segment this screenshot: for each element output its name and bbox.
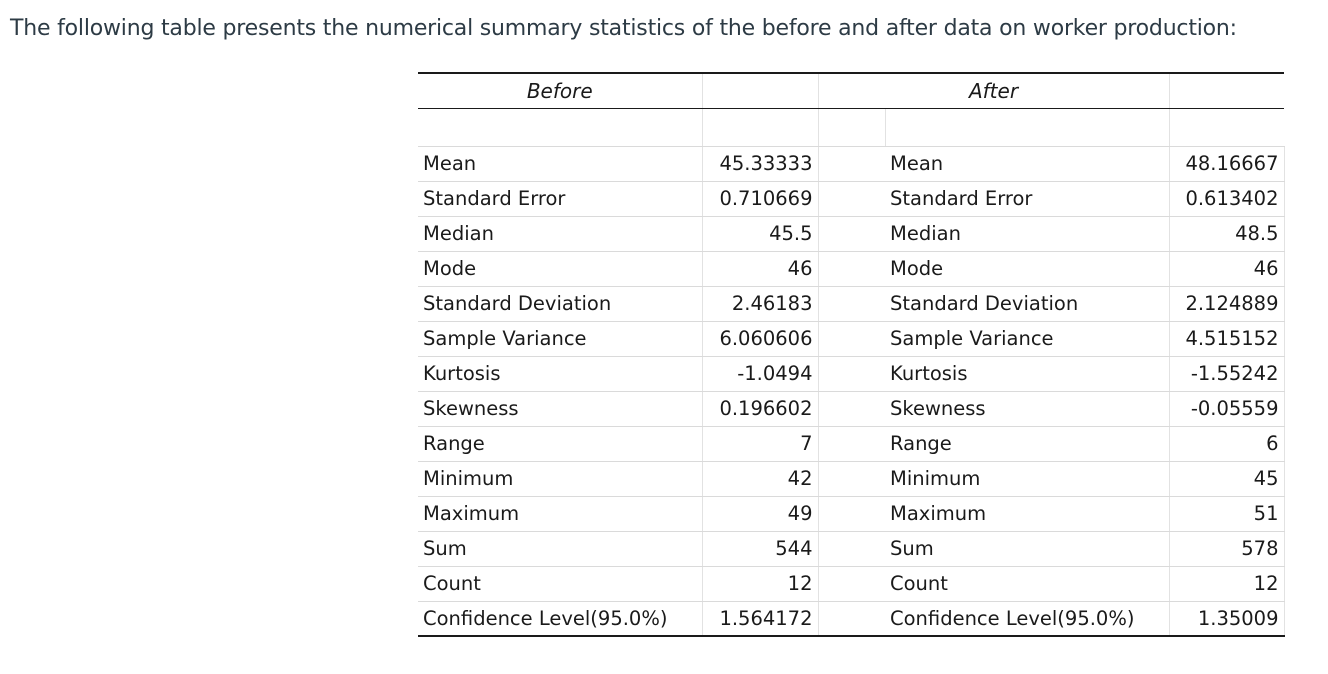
before-stat-label: Range bbox=[418, 426, 702, 462]
after-stat-value: 12 bbox=[1168, 566, 1285, 602]
after-stat-value: 51 bbox=[1168, 496, 1285, 532]
before-stat-label: Standard Deviation bbox=[418, 286, 702, 322]
after-stat-label: Standard Deviation bbox=[885, 286, 1169, 322]
before-stat-value: 42 bbox=[701, 461, 819, 497]
before-stat-label: Median bbox=[418, 216, 702, 252]
before-stat-value: 49 bbox=[701, 496, 819, 532]
after-stat-label: Sample Variance bbox=[885, 321, 1169, 357]
before-stat-label: Sample Variance bbox=[418, 321, 702, 357]
after-stat-value: 45 bbox=[1168, 461, 1285, 497]
before-stat-value: 1.564172 bbox=[701, 601, 819, 637]
table-row: Kurtosis -1.0494 Kurtosis -1.55242 bbox=[418, 356, 1285, 392]
column-gap bbox=[818, 356, 885, 392]
before-stat-label: Standard Error bbox=[418, 181, 702, 217]
spacer-cell bbox=[418, 108, 702, 147]
before-stat-label: Count bbox=[418, 566, 702, 602]
table-row: Confidence Level(95.0%) 1.564172 Confidenc… bbox=[418, 601, 1285, 637]
table-row: Maximum 49 Maximum 51 bbox=[418, 496, 1285, 532]
after-header-blank bbox=[1168, 72, 1284, 109]
column-gap bbox=[818, 496, 885, 532]
column-gap bbox=[818, 251, 885, 287]
column-gap bbox=[818, 426, 885, 462]
column-gap bbox=[818, 391, 885, 427]
table-row: Sum 544 Sum 578 bbox=[418, 531, 1285, 567]
after-stat-label: Sum bbox=[885, 531, 1169, 567]
before-stat-value: 46 bbox=[701, 251, 819, 287]
column-gap bbox=[818, 216, 885, 252]
after-stat-label: Kurtosis bbox=[885, 356, 1169, 392]
table-header-row: Before After bbox=[418, 72, 1284, 109]
before-stat-value: 45.33333 bbox=[701, 146, 819, 182]
before-stat-label: Mode bbox=[418, 251, 702, 287]
before-stat-label: Sum bbox=[418, 531, 702, 567]
before-stat-value: 544 bbox=[701, 531, 819, 567]
after-stat-label: Confidence Level(95.0%) bbox=[885, 601, 1169, 637]
table-row: Minimum 42 Minimum 45 bbox=[418, 461, 1285, 497]
before-stat-label: Confidence Level(95.0%) bbox=[418, 601, 702, 637]
before-stat-value: 7 bbox=[701, 426, 819, 462]
table-row: Count 12 Count 12 bbox=[418, 566, 1285, 602]
table-row: Mean 45.33333 Mean 48.16667 bbox=[418, 146, 1285, 182]
after-stat-value: 6 bbox=[1168, 426, 1285, 462]
before-stat-value: 6.060606 bbox=[701, 321, 819, 357]
before-stat-label: Kurtosis bbox=[418, 356, 702, 392]
before-stat-value: 0.196602 bbox=[701, 391, 819, 427]
after-stat-value: 578 bbox=[1168, 531, 1285, 567]
after-stat-label: Count bbox=[885, 566, 1169, 602]
after-stat-label: Mean bbox=[885, 146, 1169, 182]
column-gap bbox=[818, 286, 885, 322]
after-stat-label: Skewness bbox=[885, 391, 1169, 427]
column-gap bbox=[818, 181, 885, 217]
after-stat-value: 2.124889 bbox=[1168, 286, 1285, 322]
spacer-cell bbox=[701, 108, 818, 147]
after-header: After bbox=[817, 72, 1169, 109]
after-stat-label: Standard Error bbox=[885, 181, 1169, 217]
after-stat-value: 48.5 bbox=[1168, 216, 1285, 252]
table-row: Skewness 0.196602 Skewness -0.05559 bbox=[418, 391, 1285, 427]
after-stat-label: Mode bbox=[885, 251, 1169, 287]
column-gap bbox=[818, 601, 885, 637]
after-stat-label: Range bbox=[885, 426, 1169, 462]
after-stat-value: 46 bbox=[1168, 251, 1285, 287]
after-stat-label: Minimum bbox=[885, 461, 1169, 497]
summary-statistics-table: Before After Mean 45.33333 Mean 48.16667 Sta… bbox=[418, 72, 1285, 637]
table-row: Median 45.5 Median 48.5 bbox=[418, 216, 1285, 252]
after-stat-value: 1.35009 bbox=[1168, 601, 1285, 637]
table-row: Standard Error 0.710669 Standard Error 0.61… bbox=[418, 181, 1285, 217]
spacer-cell bbox=[817, 108, 885, 147]
table-row: Sample Variance 6.060606 Sample Variance 4.… bbox=[418, 321, 1285, 357]
after-stat-value: -0.05559 bbox=[1168, 391, 1285, 427]
after-stat-value: 48.16667 bbox=[1168, 146, 1285, 182]
before-stat-label: Maximum bbox=[418, 496, 702, 532]
before-stat-label: Minimum bbox=[418, 461, 702, 497]
column-gap bbox=[818, 321, 885, 357]
before-header: Before bbox=[418, 72, 702, 109]
before-stat-value: -1.0494 bbox=[701, 356, 819, 392]
spacer-cell bbox=[1168, 108, 1284, 147]
table-row: Standard Deviation 2.46183 Standard Deviat… bbox=[418, 286, 1285, 322]
after-stat-value: 0.613402 bbox=[1168, 181, 1285, 217]
after-stat-label: Median bbox=[885, 216, 1169, 252]
table-spacer-row bbox=[418, 108, 1284, 147]
before-stat-value: 2.46183 bbox=[701, 286, 819, 322]
after-stat-value: -1.55242 bbox=[1168, 356, 1285, 392]
spacer-cell bbox=[884, 108, 1169, 147]
after-stat-label: Maximum bbox=[885, 496, 1169, 532]
after-stat-value: 4.515152 bbox=[1168, 321, 1285, 357]
before-stat-value: 0.710669 bbox=[701, 181, 819, 217]
before-stat-label: Skewness bbox=[418, 391, 702, 427]
intro-paragraph: The following table presents the numeric… bbox=[10, 16, 1237, 41]
table-row: Mode 46 Mode 46 bbox=[418, 251, 1285, 287]
before-stat-label: Mean bbox=[418, 146, 702, 182]
table-body: Mean 45.33333 Mean 48.16667 Standard Error 0.… bbox=[418, 108, 1285, 637]
column-gap bbox=[818, 531, 885, 567]
column-gap bbox=[818, 566, 885, 602]
before-stat-value: 45.5 bbox=[701, 216, 819, 252]
before-stat-value: 12 bbox=[701, 566, 819, 602]
table-row: Range 7 Range 6 bbox=[418, 426, 1285, 462]
column-gap bbox=[818, 461, 885, 497]
column-gap bbox=[818, 146, 885, 182]
before-header-blank bbox=[701, 72, 818, 109]
